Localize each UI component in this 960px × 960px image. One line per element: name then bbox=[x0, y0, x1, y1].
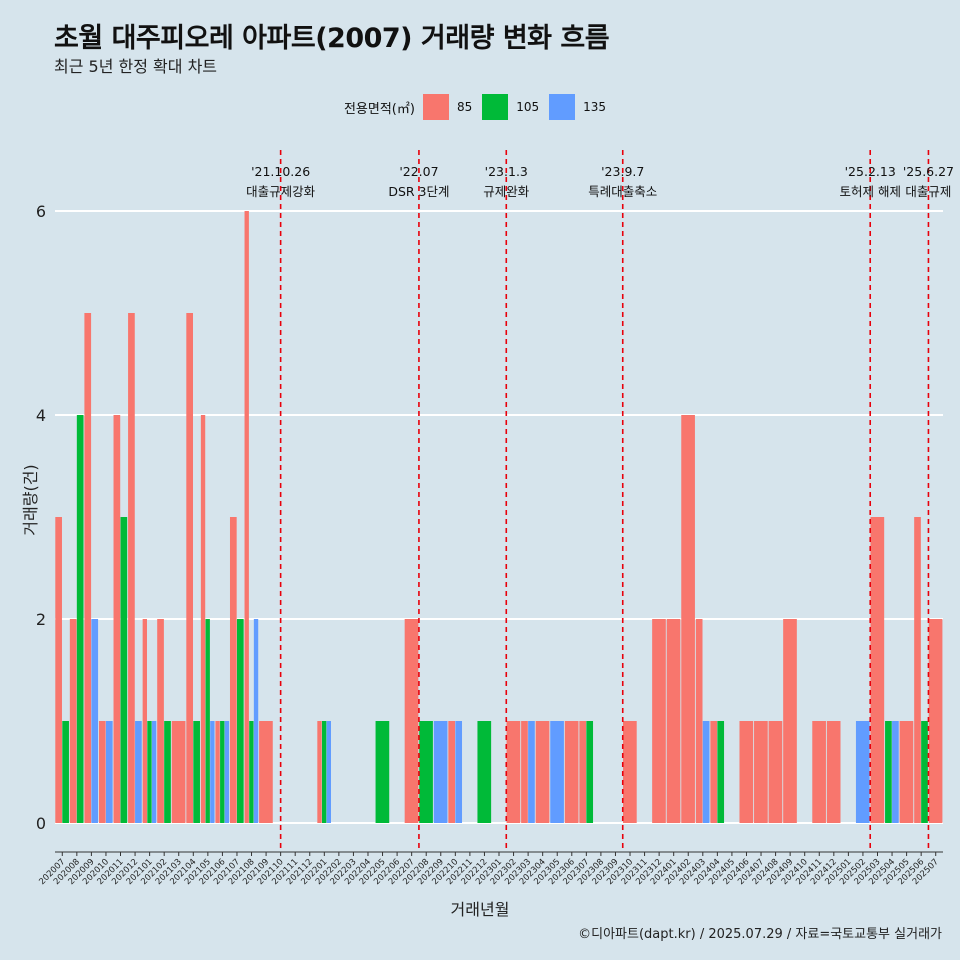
bar-135-202209 bbox=[433, 721, 448, 823]
bar-105-202307 bbox=[586, 721, 594, 823]
legend-item-85: 85 bbox=[422, 94, 473, 120]
bar-135-202502 bbox=[855, 721, 870, 823]
bar-85-202302 bbox=[506, 721, 521, 823]
bar-105-202201 bbox=[321, 721, 327, 823]
bar-85-202201 bbox=[317, 721, 322, 823]
chart-title: 초월 대주피오레 아파트(2007) 거래량 변화 흐름 bbox=[54, 23, 610, 54]
y-tick-label: 2 bbox=[36, 610, 46, 629]
bar-135-202403 bbox=[702, 721, 710, 823]
legend: 전용면적(㎡) 85 105 135 bbox=[0, 94, 960, 120]
y-axis-title: 거래량(건) bbox=[21, 464, 40, 536]
bar-105-202107 bbox=[236, 619, 244, 823]
legend-label-85: 85 bbox=[456, 100, 473, 114]
legend-label-135: 135 bbox=[583, 100, 607, 114]
bar-85-202103 bbox=[171, 721, 186, 823]
bar-135-202106 bbox=[224, 721, 230, 823]
bar-85-202304 bbox=[535, 721, 550, 823]
bar-105-202011 bbox=[120, 517, 128, 823]
bar-105-202208 bbox=[419, 721, 433, 823]
bar-85-202109 bbox=[259, 721, 273, 823]
bar-85-202503 bbox=[870, 517, 885, 823]
bar-85-202507 bbox=[928, 619, 943, 823]
event-label: '22.07 DSR 3단계 bbox=[388, 164, 449, 199]
bar-105-202007 bbox=[62, 721, 69, 823]
bar-135-202303 bbox=[528, 721, 535, 823]
bar-85-202404 bbox=[710, 721, 718, 823]
bar-85-202012 bbox=[128, 313, 135, 823]
bar-85-202505 bbox=[899, 721, 914, 823]
bar-85-202407 bbox=[754, 721, 768, 823]
bar-85-202007 bbox=[55, 517, 62, 823]
legend-swatch-85 bbox=[422, 94, 449, 120]
bar-85-202207 bbox=[404, 619, 419, 823]
bar-105-202101 bbox=[147, 721, 152, 823]
bar-85-202406 bbox=[739, 721, 754, 823]
bar-105-202212 bbox=[477, 721, 492, 823]
bar-85-202307 bbox=[579, 721, 587, 823]
event-label: '21.10.26 대출규제강화 bbox=[246, 164, 316, 199]
bar-105-202105 bbox=[205, 619, 210, 823]
event-label: '25.6.27 대출규제 bbox=[903, 164, 954, 199]
legend-title: 전용면적(㎡) bbox=[343, 101, 415, 117]
bar-105-202108 bbox=[249, 721, 254, 823]
event-label: '23.9.7 특례대출축소 bbox=[588, 164, 657, 199]
legend-item-105: 105 bbox=[482, 94, 539, 120]
bar-85-202408 bbox=[768, 721, 783, 823]
bar-85-202409 bbox=[783, 619, 797, 823]
bar-85-202412 bbox=[826, 721, 841, 823]
legend-swatch-105 bbox=[482, 94, 509, 120]
legend-item-135: 135 bbox=[549, 94, 606, 120]
bar-85-202306 bbox=[564, 721, 579, 823]
y-tick-label: 0 bbox=[36, 814, 46, 833]
bar-105-202102 bbox=[164, 721, 171, 823]
bar-105-202205 bbox=[375, 721, 390, 823]
bar-135-202504 bbox=[892, 721, 899, 823]
bar-85-202008 bbox=[69, 619, 77, 823]
bar-135-202105 bbox=[210, 721, 215, 823]
event-label: '23.1.3 규제완화 bbox=[483, 164, 530, 199]
chart-subtitle: 최근 5년 한정 확대 차트 bbox=[54, 57, 218, 76]
bar-85-202010 bbox=[98, 721, 106, 823]
bar-85-202303 bbox=[521, 721, 528, 823]
bar-105-202008 bbox=[76, 415, 84, 823]
bar-85-202011 bbox=[113, 415, 121, 823]
bar-135-202305 bbox=[550, 721, 564, 823]
bar-85-202104 bbox=[186, 313, 193, 823]
bar-85-202210 bbox=[448, 721, 456, 823]
bar-85-202402 bbox=[681, 415, 695, 823]
bar-105-202506 bbox=[921, 721, 928, 823]
bar-135-202009 bbox=[91, 619, 99, 823]
bar-85-202403 bbox=[695, 619, 703, 823]
bar-85-202312 bbox=[652, 619, 666, 823]
legend-swatch-135 bbox=[549, 94, 576, 120]
x-axis-title: 거래년월 bbox=[450, 900, 510, 919]
bar-85-202009 bbox=[84, 313, 92, 823]
bar-105-202404 bbox=[717, 721, 725, 823]
bar-105-202504 bbox=[885, 721, 892, 823]
bar-135-202101 bbox=[151, 721, 157, 823]
bar-85-202108 bbox=[244, 211, 249, 823]
bar-85-202101 bbox=[142, 619, 147, 823]
event-label: '25.2.13 토허제 해제 bbox=[839, 164, 900, 199]
bar-105-202106 bbox=[220, 721, 225, 823]
bar-85-202106 bbox=[215, 721, 220, 823]
bar-85-202102 bbox=[157, 619, 164, 823]
bar-135-202210 bbox=[455, 721, 463, 823]
source-caption: ©디아파트(dapt.kr) / 2025.07.29 / 자료=국토교통부 실… bbox=[578, 927, 942, 942]
y-tick-label: 6 bbox=[36, 202, 46, 221]
y-tick-label: 4 bbox=[36, 406, 46, 425]
bar-85-202310 bbox=[623, 721, 637, 823]
bar-135-202201 bbox=[326, 721, 331, 823]
legend-label-105: 105 bbox=[516, 100, 540, 114]
bar-85-202107 bbox=[229, 517, 237, 823]
bar-85-202411 bbox=[812, 721, 826, 823]
bar-105-202104 bbox=[193, 721, 200, 823]
bar-135-202012 bbox=[135, 721, 142, 823]
bar-85-202105 bbox=[200, 415, 206, 823]
bar-135-202010 bbox=[105, 721, 113, 823]
bar-135-202108 bbox=[253, 619, 259, 823]
bar-85-202506 bbox=[914, 517, 921, 823]
bar-85-202401 bbox=[666, 619, 681, 823]
